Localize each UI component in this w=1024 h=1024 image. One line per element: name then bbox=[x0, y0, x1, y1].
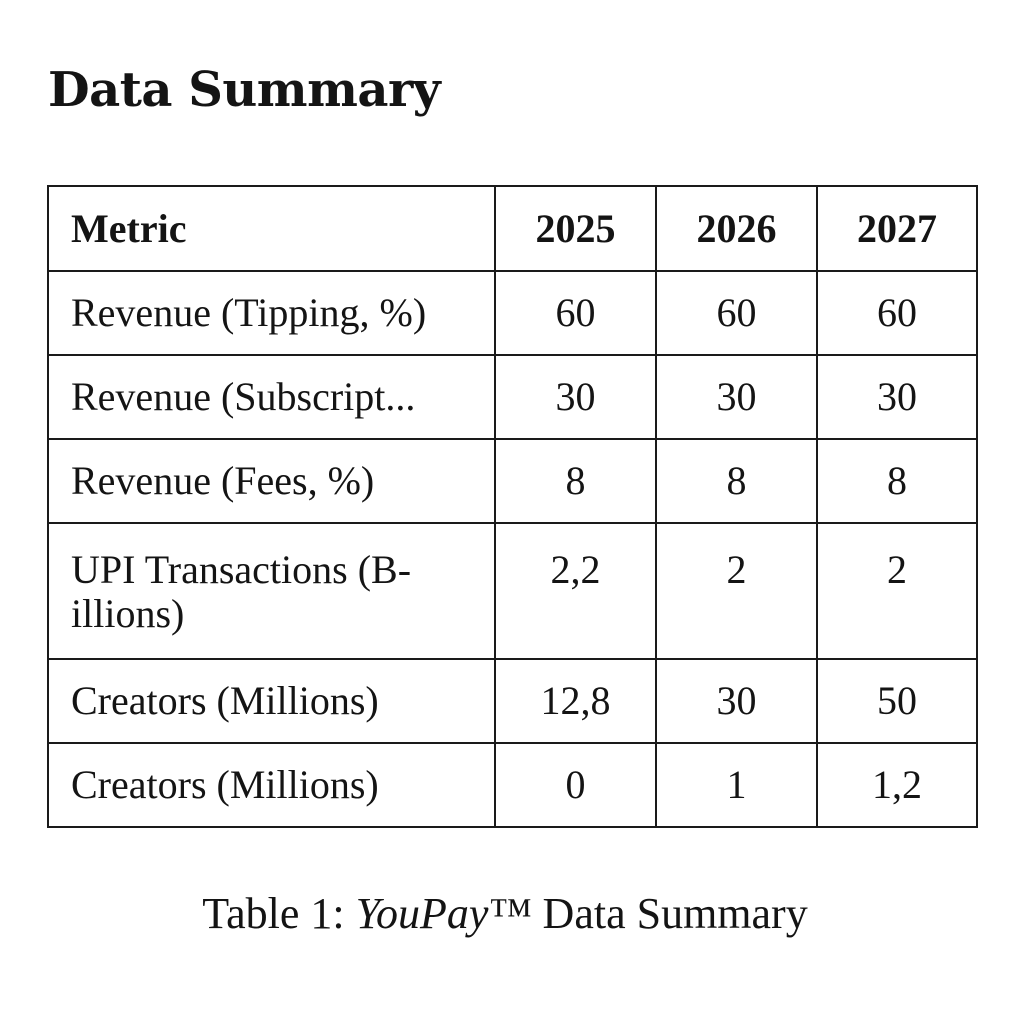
table-row: UPI Transactions (B-illions) 2,2 2 2 bbox=[47, 522, 978, 660]
value-cell-2025: 2,2 bbox=[494, 522, 657, 660]
caption-prefix: Table 1: bbox=[202, 889, 356, 938]
value-cell-2027: 60 bbox=[816, 270, 978, 356]
value-cell-2025: 0 bbox=[494, 742, 657, 828]
metric-cell: Creators (Millions) bbox=[47, 742, 496, 828]
metric-cell: Revenue (Tipping, %) bbox=[47, 270, 496, 356]
table-row: Revenue (Fees, %) 8 8 8 bbox=[47, 438, 978, 524]
column-header-2025: 2025 bbox=[494, 185, 657, 272]
column-header-2027: 2027 bbox=[816, 185, 978, 272]
value-cell-2027: 1,2 bbox=[816, 742, 978, 828]
value-cell-2026: 30 bbox=[655, 658, 818, 744]
table-row: Creators (Millions) 0 1 1,2 bbox=[47, 742, 978, 828]
value-cell-2026: 1 bbox=[655, 742, 818, 828]
value-cell-2025: 8 bbox=[494, 438, 657, 524]
caption-suffix: Data Summary bbox=[531, 889, 808, 938]
table-row: Revenue (Tipping, %) 60 60 60 bbox=[47, 270, 978, 356]
value-cell-2026: 30 bbox=[655, 354, 818, 440]
caption-brand: YouPay™ bbox=[355, 889, 532, 938]
value-cell-2027: 30 bbox=[816, 354, 978, 440]
value-cell-2026: 2 bbox=[655, 522, 818, 660]
page-title: Data Summary bbox=[48, 62, 441, 118]
value-cell-2026: 60 bbox=[655, 270, 818, 356]
table-caption: Table 1: YouPay™ Data Summary bbox=[0, 886, 1010, 942]
value-cell-2027: 50 bbox=[816, 658, 978, 744]
metric-cell: Revenue (Subscript... bbox=[47, 354, 496, 440]
value-cell-2027: 2 bbox=[816, 522, 978, 660]
metric-cell: UPI Transactions (B-illions) bbox=[47, 522, 496, 660]
metric-cell: Revenue (Fees, %) bbox=[47, 438, 496, 524]
value-cell-2027: 8 bbox=[816, 438, 978, 524]
table-row: Revenue (Subscript... 30 30 30 bbox=[47, 354, 978, 440]
column-header-2026: 2026 bbox=[655, 185, 818, 272]
table-header-row: Metric 2025 2026 2027 bbox=[47, 185, 978, 272]
value-cell-2025: 60 bbox=[494, 270, 657, 356]
value-cell-2026: 8 bbox=[655, 438, 818, 524]
column-header-metric: Metric bbox=[47, 185, 496, 272]
metric-cell: Creators (Millions) bbox=[47, 658, 496, 744]
data-summary-table: Metric 2025 2026 2027 Revenue (Tipping, … bbox=[47, 185, 978, 828]
table-row: Creators (Millions) 12,8 30 50 bbox=[47, 658, 978, 744]
value-cell-2025: 12,8 bbox=[494, 658, 657, 744]
value-cell-2025: 30 bbox=[494, 354, 657, 440]
